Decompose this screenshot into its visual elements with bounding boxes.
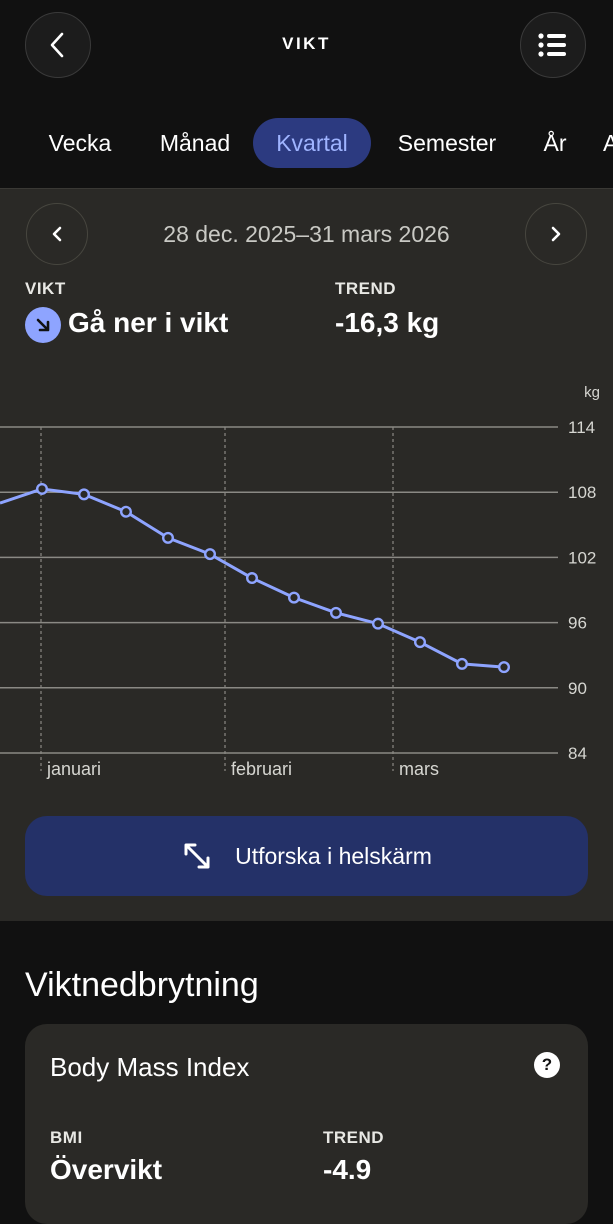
weight-data-point[interactable] bbox=[498, 661, 511, 674]
weight-data-point[interactable] bbox=[456, 657, 469, 670]
weight-data-point[interactable] bbox=[330, 606, 343, 619]
bmi-value: Övervikt bbox=[50, 1154, 163, 1185]
y-tick-label: 102 bbox=[568, 548, 596, 567]
date-range: 28 dec. 2025–31 mars 2026 bbox=[163, 221, 450, 247]
tab-ar[interactable]: År bbox=[543, 130, 567, 156]
weight-data-point[interactable] bbox=[77, 488, 90, 501]
list-icon bbox=[538, 33, 566, 57]
x-tick-label: januari bbox=[46, 759, 101, 779]
y-tick-label: 114 bbox=[568, 418, 595, 437]
x-tick-label: mars bbox=[399, 759, 439, 779]
tab-semester[interactable]: Semester bbox=[397, 130, 497, 156]
next-period-button[interactable] bbox=[525, 203, 587, 265]
expand-arrows-icon bbox=[184, 843, 210, 869]
weight-data-point[interactable] bbox=[36, 482, 49, 495]
weight-data-point[interactable] bbox=[288, 591, 301, 604]
bmi-label: BMI bbox=[50, 1128, 83, 1147]
x-tick-label: februari bbox=[231, 759, 292, 779]
arrow-down-right-icon bbox=[25, 307, 61, 343]
chevron-left-icon bbox=[50, 32, 64, 58]
bmi-trend-label: TREND bbox=[323, 1128, 385, 1147]
tab-partial[interactable]: A bbox=[603, 130, 613, 156]
tab-vecka[interactable]: Vecka bbox=[48, 130, 112, 156]
bmi-trend-value: -4.9 bbox=[323, 1154, 372, 1185]
weight-label: VIKT bbox=[25, 279, 66, 298]
weight-goal: Gå ner i vikt bbox=[68, 307, 229, 338]
weight-data-point[interactable] bbox=[414, 636, 427, 649]
trend-label: TREND bbox=[335, 279, 397, 298]
back-button[interactable] bbox=[25, 12, 91, 78]
weight-panel: 28 dec. 2025–31 mars 2026 VIKT Gå ner i … bbox=[0, 188, 613, 921]
page-title: VIKT bbox=[282, 34, 331, 53]
weight-data-point[interactable] bbox=[161, 531, 174, 544]
previous-period-button[interactable] bbox=[26, 203, 88, 265]
y-tick-label: 96 bbox=[568, 614, 587, 633]
menu-button[interactable] bbox=[520, 12, 586, 78]
weight-data-point[interactable] bbox=[372, 617, 385, 630]
trend-value: -16,3 kg bbox=[335, 307, 440, 338]
weight-data-point[interactable] bbox=[203, 548, 216, 561]
weight-chart[interactable]: kg 114 108 102 96 90 84 januari februari mars bbox=[0, 379, 613, 799]
bmi-card-title: Body Mass Index bbox=[50, 1052, 250, 1082]
tab-kvartal[interactable]: Kvartal bbox=[253, 118, 371, 168]
explore-fullscreen-button[interactable]: Utforska i helskärm bbox=[25, 816, 588, 896]
chevron-right-icon bbox=[551, 226, 561, 242]
help-icon[interactable]: ? bbox=[534, 1052, 560, 1078]
weight-data-point[interactable] bbox=[119, 505, 132, 518]
y-tick-label: 90 bbox=[568, 679, 587, 698]
explore-fullscreen-label: Utforska i helskärm bbox=[235, 842, 432, 869]
bmi-card[interactable]: Body Mass Index ? BMI Övervikt TREND -4.… bbox=[25, 1024, 588, 1224]
y-unit-label: kg bbox=[584, 384, 600, 401]
chevron-left-icon bbox=[52, 226, 62, 242]
tab-manad[interactable]: Månad bbox=[159, 130, 231, 156]
period-tabs: Vecka Månad Kvartal Semester År A bbox=[0, 118, 613, 168]
weight-data-point[interactable] bbox=[245, 572, 258, 585]
y-tick-label: 84 bbox=[568, 744, 587, 763]
y-tick-label: 108 bbox=[568, 483, 596, 502]
breakdown-title: Viktnedbrytning bbox=[25, 966, 259, 1004]
